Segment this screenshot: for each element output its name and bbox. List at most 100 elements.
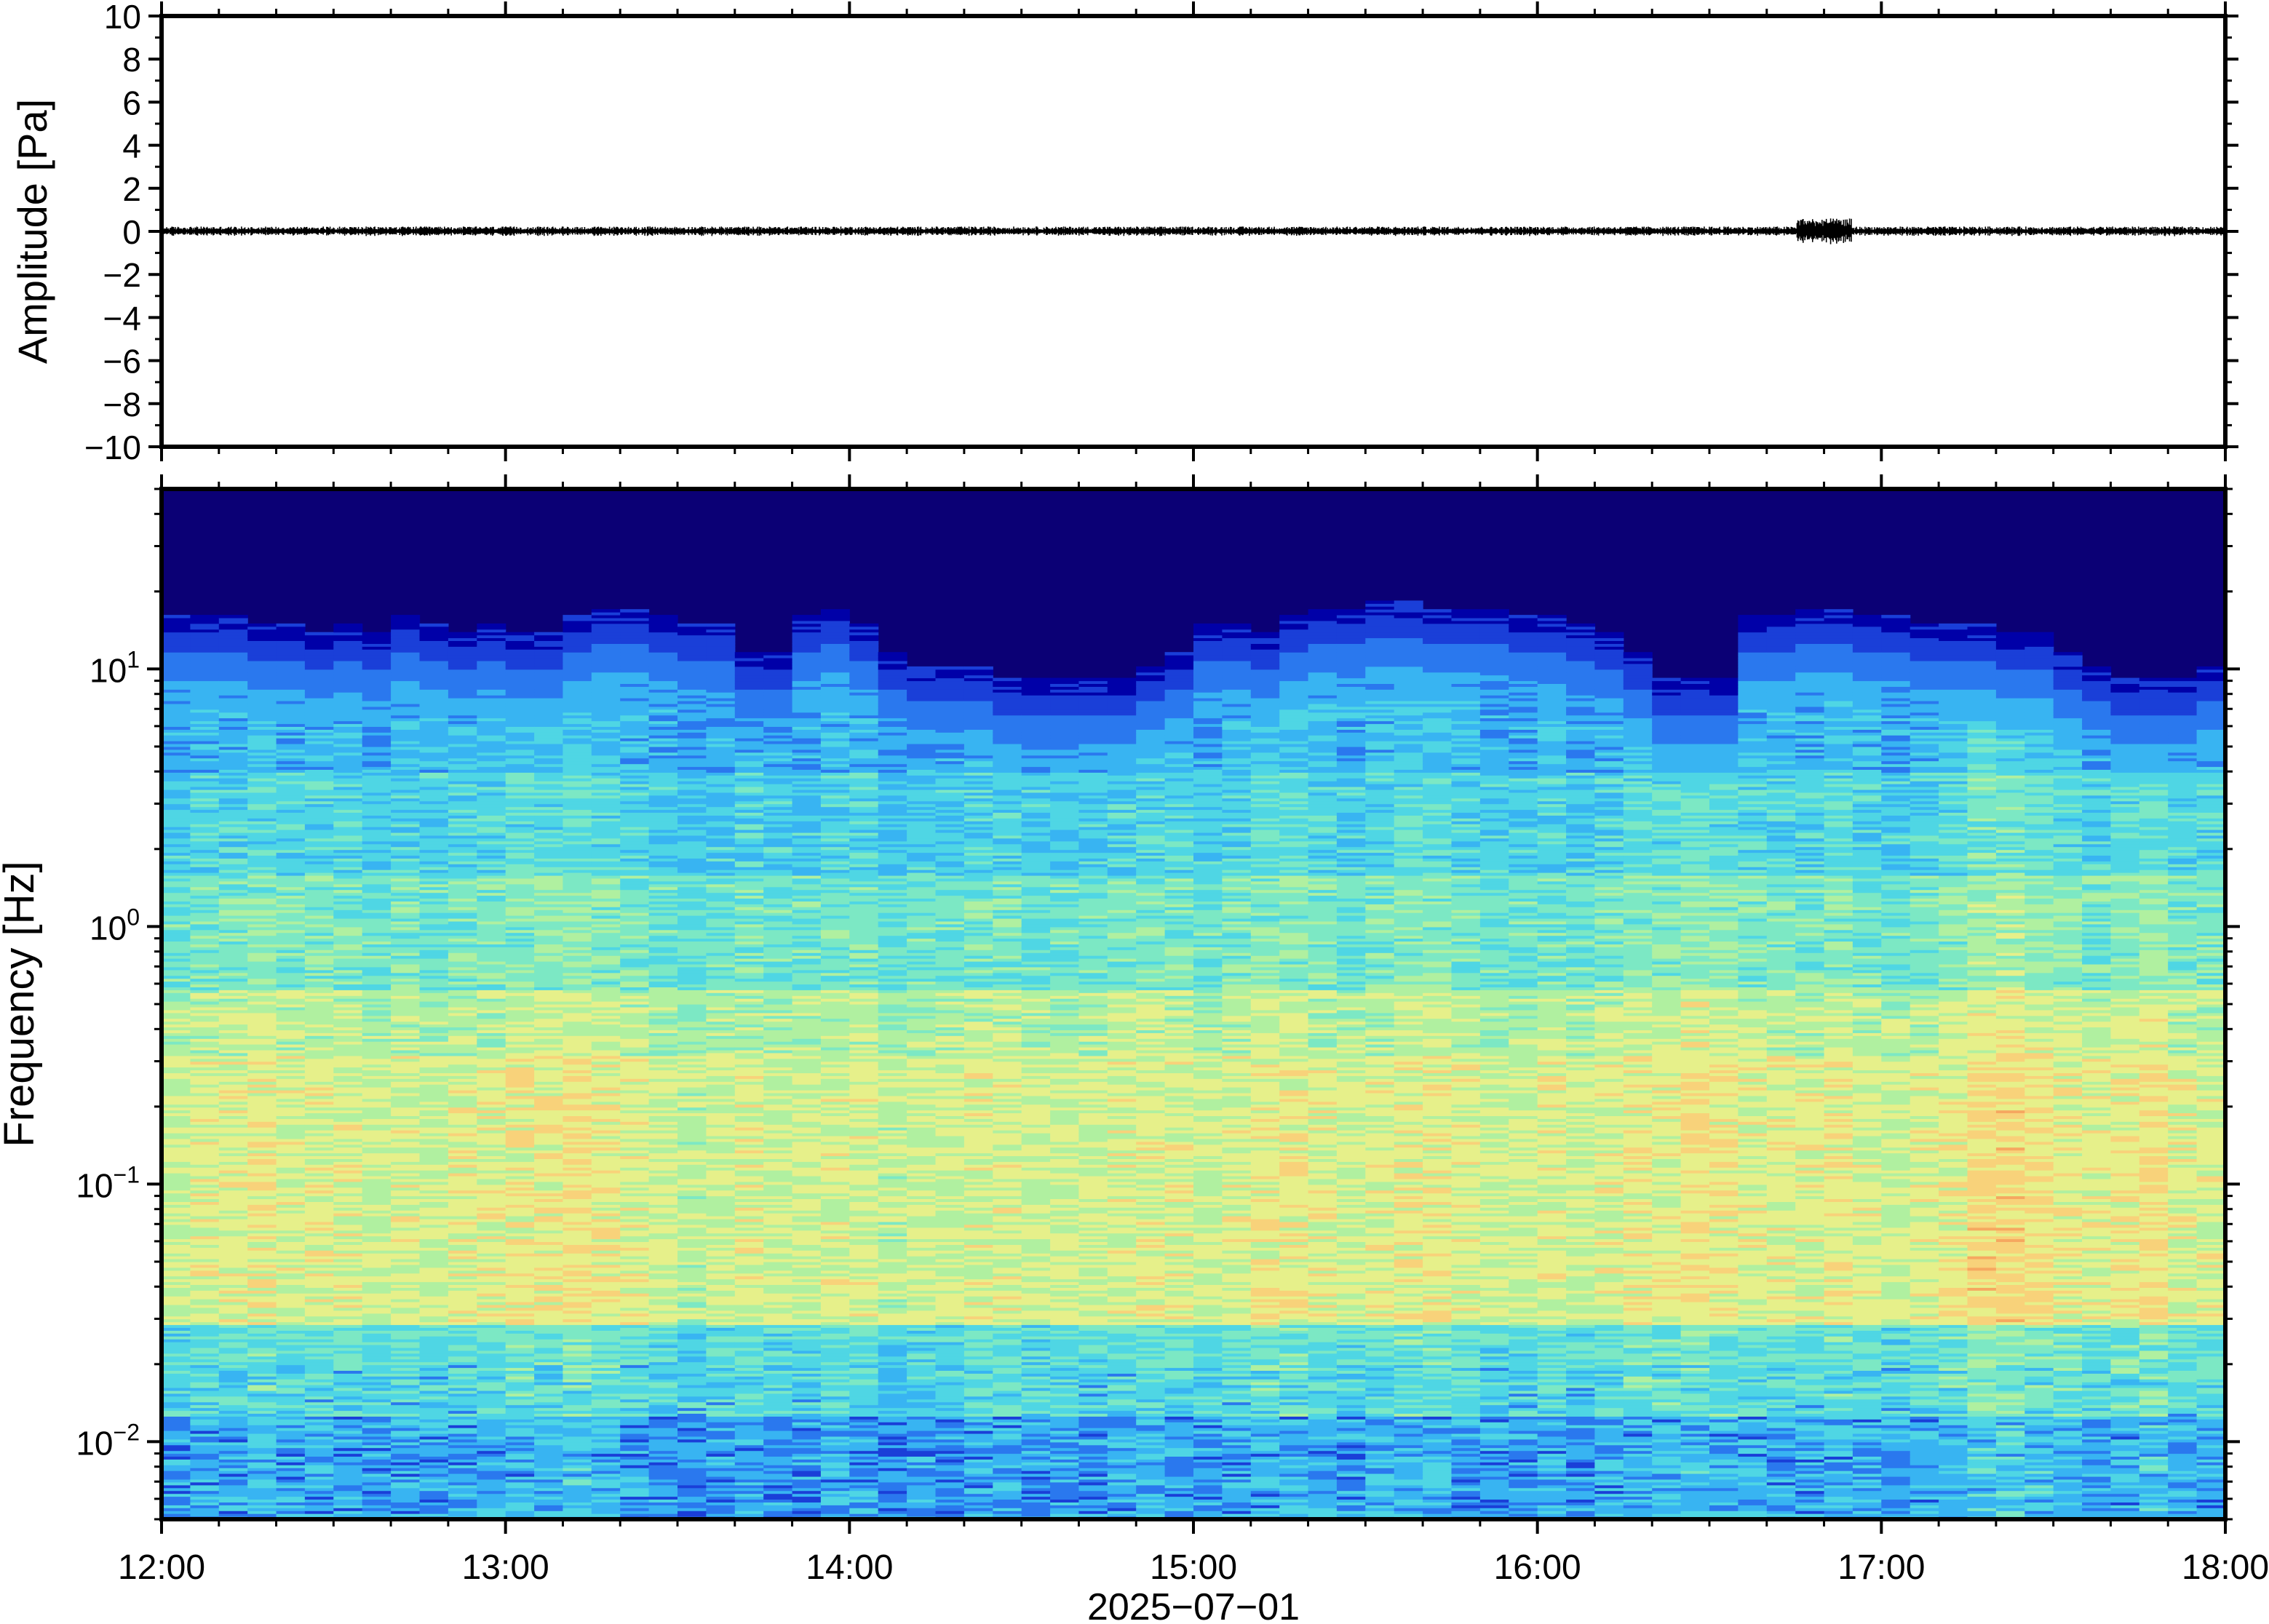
spectrogram-cell [419, 715, 449, 719]
spectrogram-cell [534, 1130, 564, 1134]
spectrogram-cell [448, 1067, 477, 1070]
spectrogram-cell [276, 1087, 306, 1091]
spectrogram-cell [304, 1032, 334, 1036]
spectrogram-cell [304, 1382, 334, 1385]
spectrogram-cell [591, 1273, 621, 1277]
spectrogram-cell [362, 1235, 392, 1240]
spectrogram-cell [477, 1315, 506, 1320]
spectrogram-cell [419, 1373, 449, 1377]
spectrogram-cell [162, 832, 191, 836]
spectrogram-cell [276, 741, 306, 744]
spectrogram-cell [276, 1190, 306, 1194]
spectrogram-cell [276, 623, 306, 627]
spectrogram-cell [419, 1070, 449, 1073]
spectrogram-cell [162, 715, 191, 719]
spectrogram-cell [391, 629, 421, 633]
spectrogram-cell [477, 1055, 506, 1059]
spectrogram-cell [448, 981, 477, 984]
spectrogram-cell [362, 1135, 392, 1139]
spectrogram-cell [276, 907, 306, 910]
spectrogram-cell [162, 1049, 191, 1054]
spectrogram-cell [247, 1302, 277, 1305]
spectrogram-cell [505, 717, 535, 722]
spectrogram-cell [218, 1198, 248, 1202]
spectrogram-cell [247, 981, 277, 984]
spectrogram-cell [534, 1024, 564, 1027]
spectrogram-cell [448, 1284, 477, 1288]
spectrogram-cell [563, 1390, 592, 1394]
spectrogram-cell [563, 858, 592, 861]
spectrogram-cell [333, 692, 363, 696]
spectrogram-cell [247, 1262, 277, 1265]
spectrogram-cell [333, 1484, 363, 1489]
spectrogram-cell [362, 926, 392, 931]
spectrogram-cell [419, 955, 449, 959]
spectrogram-cell [448, 637, 477, 641]
spectrogram-cell [190, 818, 220, 821]
spectrogram-cell [477, 1428, 506, 1431]
spectrogram-cell [534, 775, 564, 779]
spectrogram-cell [419, 1390, 449, 1394]
spectrogram-cell [304, 1198, 334, 1202]
spectrogram-cell [391, 912, 421, 916]
spectrogram-cell [276, 1112, 306, 1116]
spectrogram-cell [276, 1379, 306, 1382]
spectrogram-cell [477, 1006, 506, 1011]
spectrogram-cell [190, 849, 220, 853]
spectrogram-cell [218, 1478, 248, 1483]
spectrogram-cell [391, 846, 421, 851]
spectrogram-cell [591, 1356, 621, 1360]
spectrogram-cell [419, 658, 449, 661]
spectrogram-cell [218, 829, 248, 833]
spectrogram-cell [505, 1061, 535, 1065]
spectrogram-cell [419, 901, 449, 904]
spectrogram-cell [477, 1213, 506, 1217]
spectrogram-cell [333, 1198, 363, 1202]
spectrogram-cell [190, 1444, 220, 1449]
spectrogram-cell [563, 1510, 592, 1514]
spectrogram-cell [591, 1296, 621, 1299]
spectrogram-cell [448, 1133, 477, 1137]
spectrogram-cell [304, 634, 334, 639]
spectrogram-cell [391, 1370, 421, 1374]
spectrogram-cell [276, 1170, 306, 1174]
spectrogram-cell [505, 1090, 535, 1094]
spectrogram-cell [534, 747, 564, 750]
spectrogram-cell [534, 835, 564, 839]
spectrogram-cell [448, 1253, 477, 1257]
spectrogram-cell [218, 972, 248, 976]
spectrogram-cell [505, 1104, 535, 1108]
spectrogram-cell [477, 938, 506, 942]
spectrogram-cell [419, 892, 449, 896]
spectrogram-cell [247, 778, 277, 781]
spectrogram-cell [304, 1508, 334, 1511]
spectrogram-cell [391, 695, 421, 698]
spectrogram-cell [591, 1224, 621, 1228]
spectrogram-cell [391, 1224, 421, 1228]
spectrogram-cell [391, 1190, 421, 1194]
spectrogram-cell [190, 738, 220, 741]
spectrogram-cell [333, 1030, 363, 1033]
spectrogram-cell [505, 1493, 535, 1497]
spectrogram-cell [190, 1210, 220, 1214]
spectrogram-cell [162, 1112, 191, 1116]
spectrogram-cell [218, 1049, 248, 1054]
spectrogram-cell [448, 1345, 477, 1348]
spectrogram-cell [162, 1006, 191, 1011]
spectrogram-cell [391, 692, 421, 696]
spectrogram-cell [276, 772, 306, 776]
spectrogram-cell [304, 766, 334, 770]
spectrogram-cell [534, 852, 564, 856]
spectrogram-cell [591, 1216, 621, 1219]
spectrogram-cell [333, 892, 363, 896]
spectrogram-cell [477, 1264, 506, 1268]
spectrogram-cell [218, 858, 248, 861]
spectrogram-cell [333, 680, 363, 684]
spectrogram-cell [304, 1230, 334, 1234]
spectrogram-cell [333, 1121, 363, 1125]
spectrogram-cell [448, 969, 477, 974]
spectrogram-cell [333, 1115, 363, 1119]
spectrogram-cell [534, 938, 564, 942]
spectrogram-cell [333, 1018, 363, 1022]
spectrogram-cell [477, 652, 506, 656]
